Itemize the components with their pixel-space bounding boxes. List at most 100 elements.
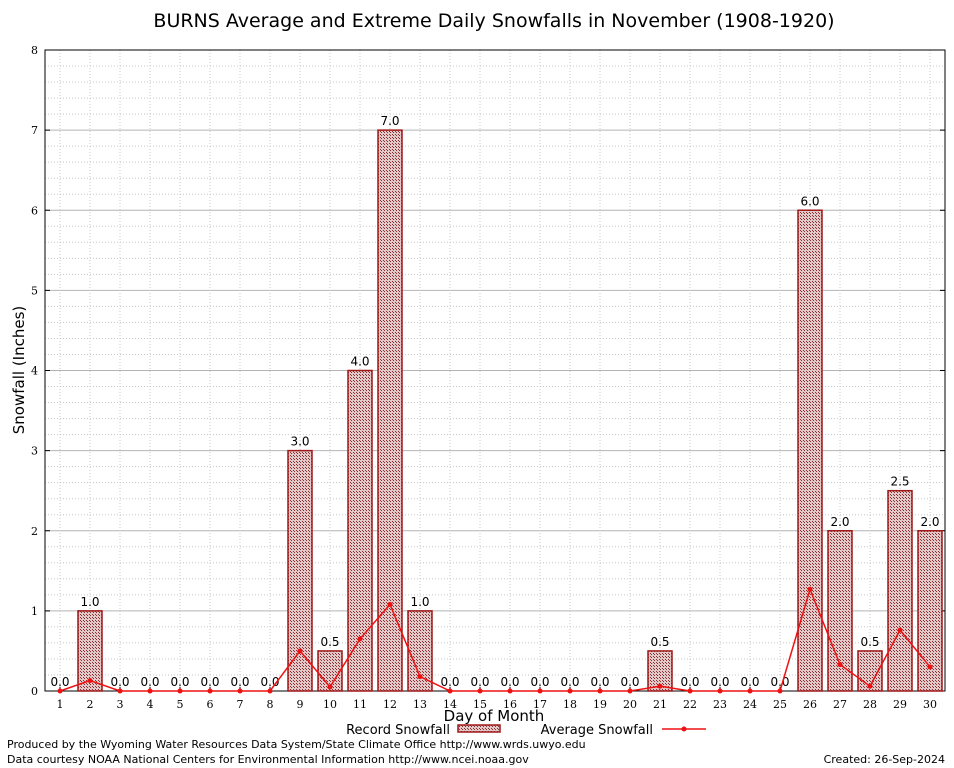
x-tick-label: 28 (863, 698, 877, 711)
x-axis-label: Day of Month (444, 707, 545, 725)
record-bar (77, 610, 103, 692)
bar-value-label: 0.0 (140, 675, 159, 689)
x-tick-label: 13 (413, 698, 427, 711)
average-snowfall-point (177, 688, 183, 694)
bar-value-label: 0.5 (650, 635, 669, 649)
x-tick-label: 12 (383, 698, 397, 711)
legend-record-label: Record Snowfall (346, 723, 450, 738)
average-snowfall-point (837, 662, 843, 668)
x-tick-label: 17 (533, 698, 547, 711)
x-tick-label: 24 (743, 698, 757, 711)
y-tick-label: 2 (31, 525, 38, 538)
average-snowfall-point (777, 688, 783, 694)
x-tick-label: 23 (713, 698, 727, 711)
average-snowfall-point (357, 636, 363, 642)
x-tick-label: 8 (267, 698, 274, 711)
average-snowfall-point (507, 688, 513, 694)
average-snowfall-point (57, 688, 63, 694)
chart-title: BURNS Average and Extreme Daily Snowfall… (153, 10, 834, 32)
x-tick-label: 25 (773, 698, 787, 711)
bar-value-label: 4.0 (350, 355, 369, 369)
bar-value-label: 0.0 (530, 675, 549, 689)
average-snowfall-point (237, 688, 243, 694)
record-bar (377, 129, 403, 692)
bar-value-label: 0.0 (740, 675, 759, 689)
average-snowfall-point (597, 688, 603, 694)
x-tick-label: 26 (803, 698, 817, 711)
bar-value-label: 0.0 (560, 675, 579, 689)
average-snowfall-point (387, 601, 393, 607)
x-tick-label: 15 (473, 698, 487, 711)
average-snowfall-point (567, 688, 573, 694)
y-tick-label: 1 (31, 605, 38, 618)
bar-value-label: 7.0 (380, 114, 399, 128)
average-snowfall-point (267, 688, 273, 694)
bar-value-label: 0.0 (50, 675, 69, 689)
y-tick-label: 8 (31, 44, 38, 57)
average-snowfall-point (327, 684, 333, 690)
average-snowfall-point (867, 683, 873, 689)
average-snowfall-point (927, 664, 933, 670)
average-snowfall-point (117, 688, 123, 694)
x-tick-label: 21 (653, 698, 667, 711)
y-tick-label: 6 (31, 204, 38, 217)
bar-value-label: 0.5 (860, 635, 879, 649)
average-snowfall-point (447, 688, 453, 694)
record-bar (887, 489, 913, 692)
x-tick-label: 1 (57, 698, 64, 711)
bar-value-label: 0.0 (590, 675, 609, 689)
y-tick-label: 0 (31, 685, 38, 698)
average-snowfall-point (627, 688, 633, 694)
footer-produced-by: Produced by the Wyoming Water Resources … (7, 738, 586, 751)
average-snowfall-line (59, 586, 931, 692)
x-tick-label: 20 (623, 698, 637, 711)
bar-value-label: 0.0 (230, 675, 249, 689)
bar-value-label: 0.0 (110, 675, 129, 689)
x-tick-label: 6 (207, 698, 214, 711)
average-snowfall-point (297, 648, 303, 654)
x-tick-label: 2 (87, 698, 94, 711)
x-axis-ticks: 1 2 3 4 5 6 7 8 9 10 11 12 13 14 15 16 17 18 19 20 21 22 23 24 2… (57, 687, 937, 711)
bar-value-label: 3.0 (290, 435, 309, 449)
bar-value-label: 6.0 (800, 194, 819, 208)
footer-data-courtesy: Data courtesy NOAA National Centers for … (7, 753, 529, 766)
x-tick-label: 30 (923, 698, 937, 711)
average-snowfall-point (717, 688, 723, 694)
bar-value-label: 0.0 (200, 675, 219, 689)
average-line (57, 586, 933, 694)
bar-value-label: 1.0 (80, 595, 99, 609)
x-tick-label: 9 (297, 698, 304, 711)
bar-value-label: 0.0 (170, 675, 189, 689)
average-snowfall-point (807, 586, 813, 592)
bar-value-label: 2.0 (830, 515, 849, 529)
y-tick-label: 3 (31, 445, 38, 458)
grid (45, 50, 945, 691)
x-tick-label: 14 (443, 698, 457, 711)
bar-value-labels: 0.0 1.0 0.0 0.0 0.0 0.0 0.0 0.0 3.0 0.5 4.0 7.0 1.0 0… (50, 114, 939, 689)
average-snowfall-point (687, 688, 693, 694)
average-snowfall-point (477, 688, 483, 694)
y-tick-label: 7 (31, 124, 38, 137)
bar-value-label: 0.0 (770, 675, 789, 689)
x-tick-label: 7 (237, 698, 244, 711)
legend-average-marker (681, 726, 687, 732)
y-axis-ticks: 0 1 2 3 4 5 6 7 8 (31, 44, 945, 698)
legend-average-label: Average Snowfall (541, 723, 653, 738)
bar-value-label: 0.5 (320, 635, 339, 649)
x-tick-label: 11 (353, 698, 367, 711)
legend: Record Snowfall Average Snowfall (346, 723, 706, 738)
average-snowfall-point (747, 688, 753, 694)
bar-value-label: 2.0 (920, 515, 939, 529)
x-tick-label: 3 (117, 698, 124, 711)
bar-value-label: 0.0 (470, 675, 489, 689)
footer-created-date: Created: 26-Sep-2024 (824, 753, 945, 766)
average-snowfall-point (87, 678, 93, 684)
x-tick-label: 27 (833, 698, 847, 711)
average-snowfall-point (657, 683, 663, 689)
average-snowfall-point (207, 688, 213, 694)
x-tick-label: 4 (147, 698, 154, 711)
bar-value-label: 0.0 (680, 675, 699, 689)
x-tick-label: 19 (593, 698, 607, 711)
x-tick-label: 29 (893, 698, 907, 711)
